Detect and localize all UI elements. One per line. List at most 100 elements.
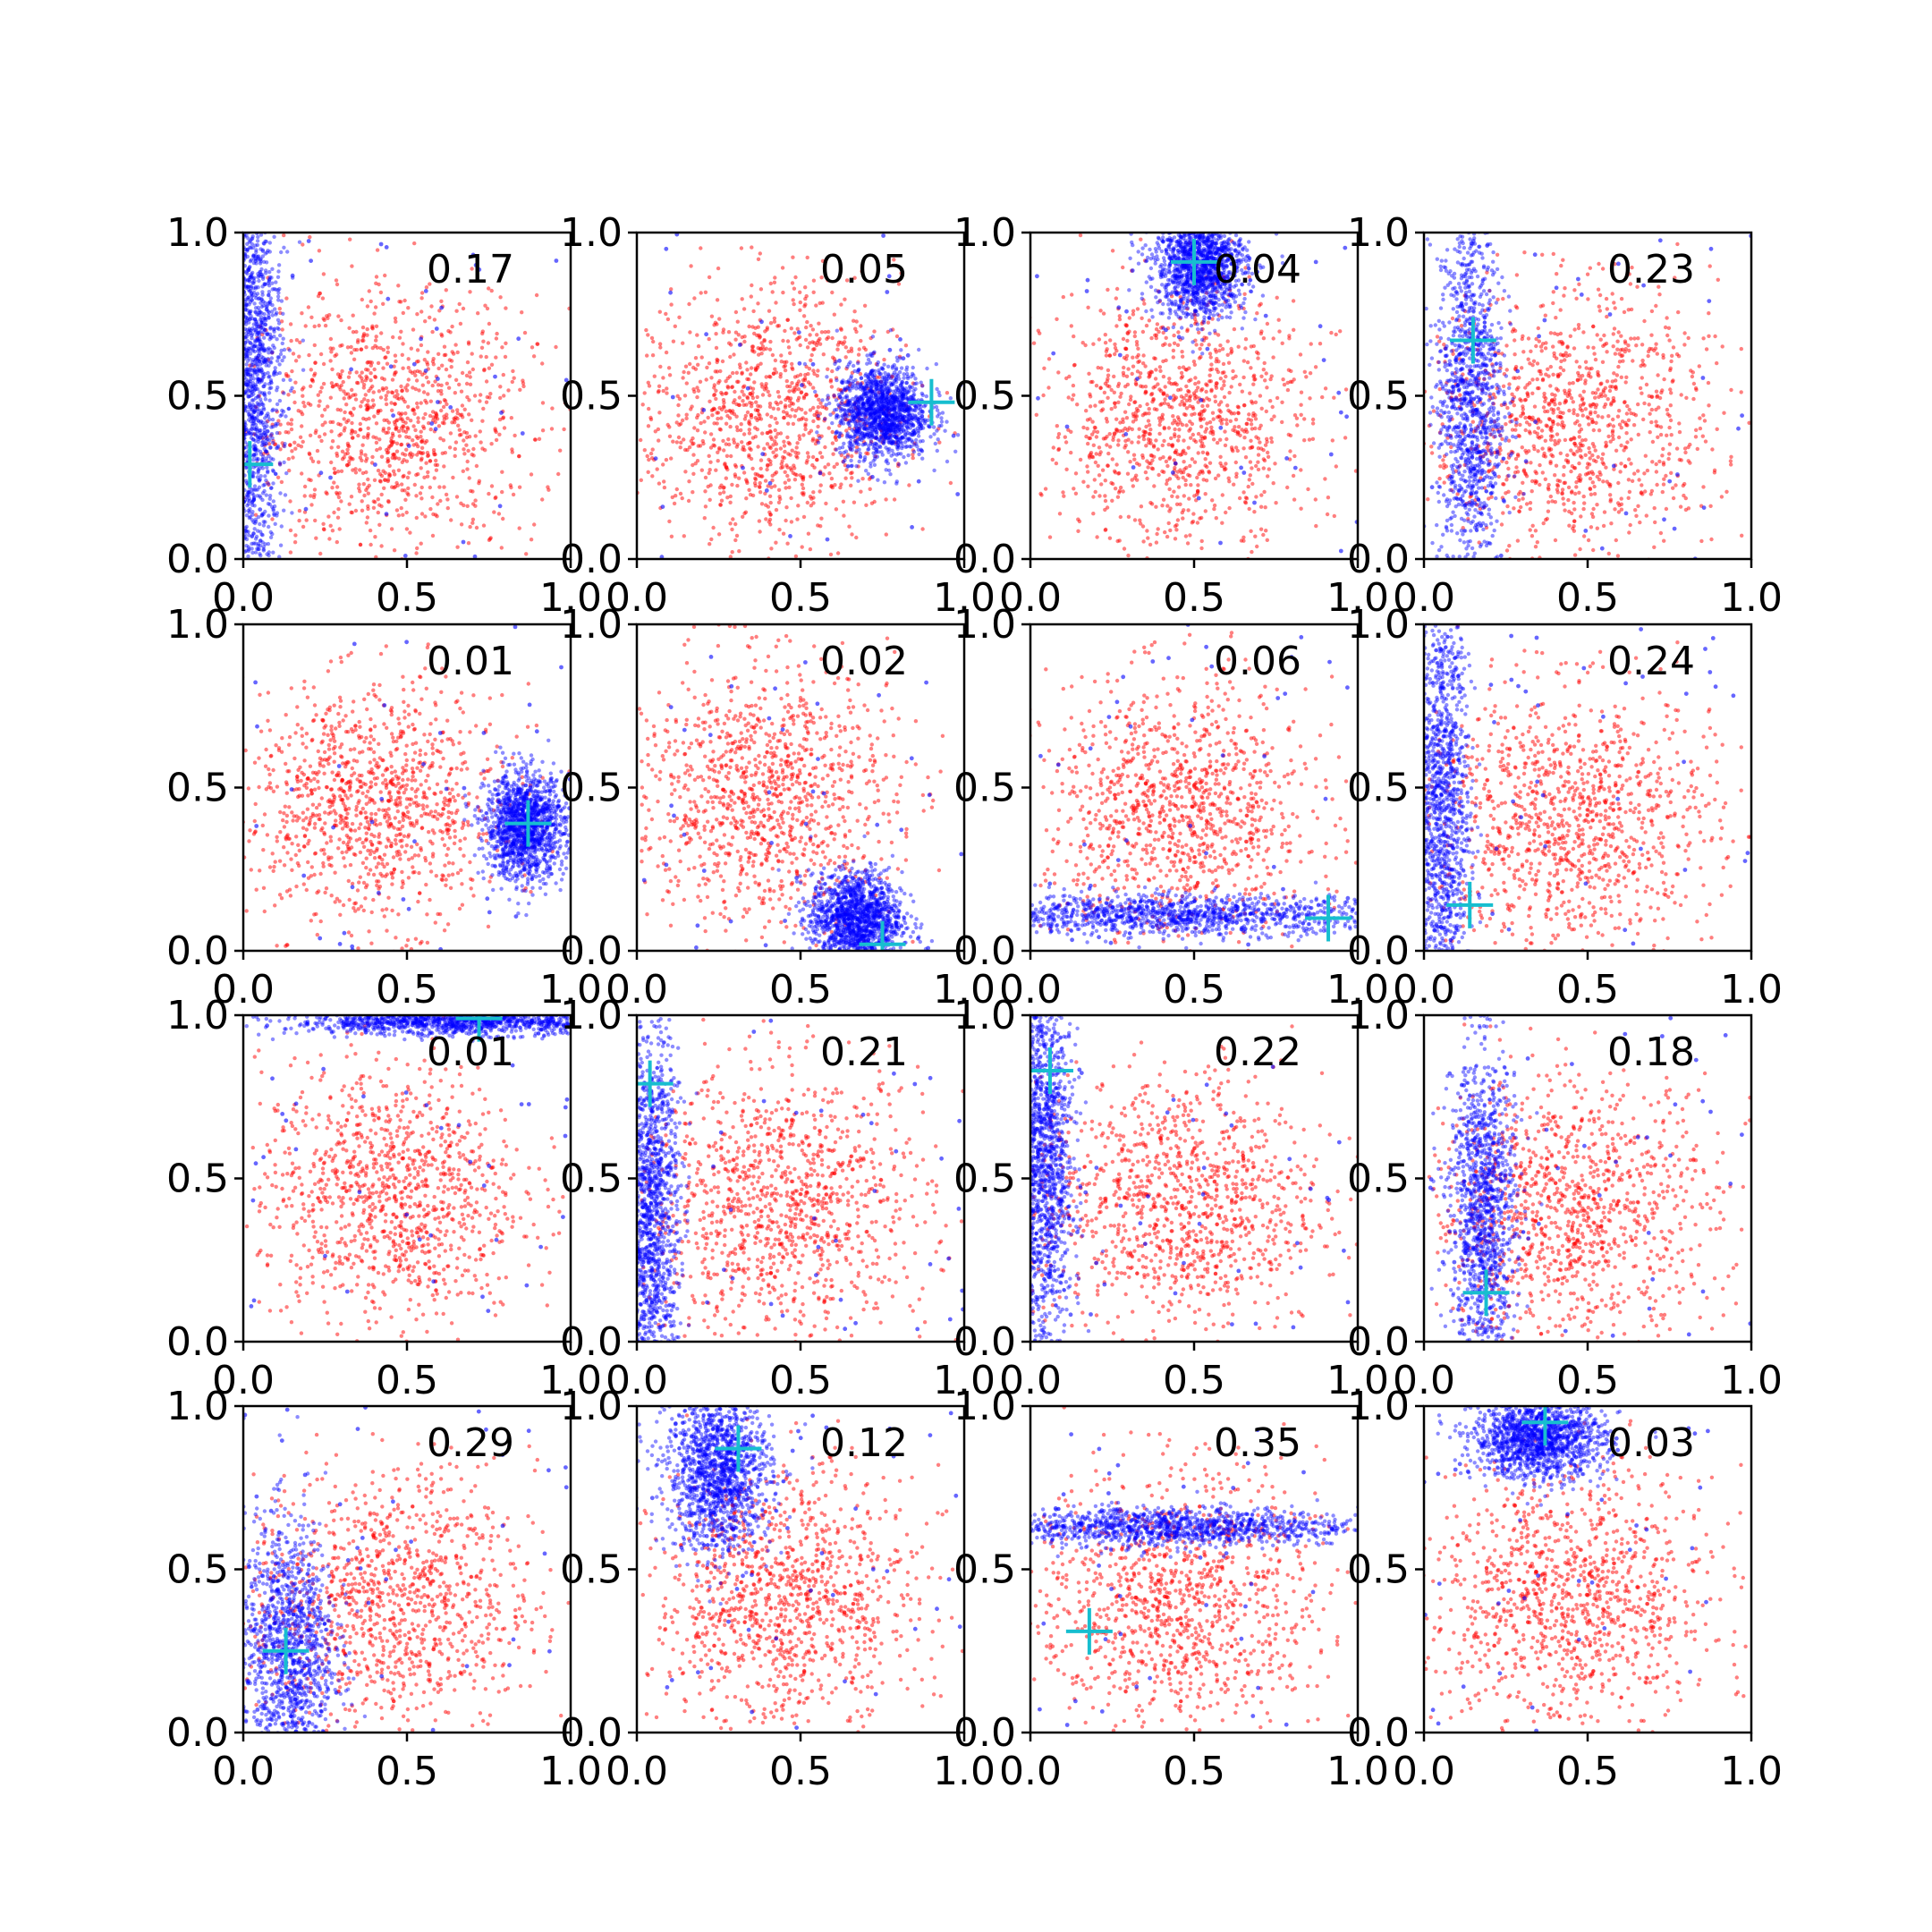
blue-point xyxy=(251,253,256,258)
blue-point xyxy=(275,359,280,363)
red-point xyxy=(1114,417,1119,421)
red-point xyxy=(354,329,359,335)
red-point xyxy=(293,380,298,385)
red-point xyxy=(277,462,283,466)
red-point xyxy=(487,538,492,542)
blue-point xyxy=(844,380,849,385)
red-point xyxy=(848,446,853,452)
blue-point xyxy=(861,427,866,431)
blue-point xyxy=(904,407,910,411)
red-point xyxy=(258,377,263,382)
blue-point xyxy=(255,242,260,248)
red-point xyxy=(702,516,707,521)
blue-point xyxy=(881,428,886,433)
red-point xyxy=(786,478,792,482)
blue-point xyxy=(266,429,270,434)
red-point xyxy=(1256,460,1260,464)
blue-point xyxy=(278,543,284,547)
blue-point xyxy=(258,342,263,347)
blue-point xyxy=(260,290,265,294)
red-point xyxy=(487,321,492,326)
blue-point xyxy=(271,481,275,486)
blue-point xyxy=(861,386,867,390)
blue-point xyxy=(906,408,911,413)
red-point xyxy=(468,382,473,386)
red-point xyxy=(377,471,383,477)
red-point xyxy=(1050,457,1055,462)
red-point xyxy=(394,389,399,394)
red-point xyxy=(733,464,739,469)
red-point xyxy=(1224,421,1229,426)
blue-point xyxy=(854,464,859,469)
blue-point xyxy=(869,413,873,418)
blue-point xyxy=(253,306,258,310)
red-point xyxy=(1161,497,1166,502)
blue-point xyxy=(898,399,903,403)
blue-point xyxy=(894,425,899,429)
blue-point xyxy=(281,311,285,316)
red-point xyxy=(786,421,791,426)
blue-point xyxy=(917,424,922,428)
red-point xyxy=(787,389,792,394)
red-point xyxy=(821,352,826,357)
red-point xyxy=(1091,512,1096,516)
blue-point xyxy=(874,397,879,402)
blue-point xyxy=(266,226,269,230)
blue-point xyxy=(881,433,886,437)
red-point xyxy=(445,505,450,511)
blue-point xyxy=(899,409,903,413)
blue-point xyxy=(898,427,902,432)
red-point xyxy=(763,491,767,496)
blue-point xyxy=(258,411,263,417)
red-point xyxy=(692,296,697,301)
red-point xyxy=(270,351,275,355)
blue-point xyxy=(261,520,266,524)
red-point xyxy=(703,475,708,480)
red-point xyxy=(792,286,797,291)
red-point xyxy=(321,361,326,367)
blue-point xyxy=(873,428,877,432)
blue-point xyxy=(885,379,889,384)
red-point xyxy=(834,507,839,512)
red-point xyxy=(513,433,517,438)
blue-point xyxy=(252,447,257,452)
red-point xyxy=(830,441,835,445)
red-point xyxy=(814,343,819,348)
blue-point xyxy=(894,419,900,423)
blue-point xyxy=(867,400,871,404)
red-point xyxy=(360,443,365,447)
blue-point xyxy=(243,341,248,345)
red-point xyxy=(324,490,328,495)
blue-point xyxy=(243,335,248,340)
red-point xyxy=(869,335,873,341)
red-point xyxy=(657,438,661,443)
red-point xyxy=(358,421,362,427)
red-point xyxy=(810,438,815,443)
red-point xyxy=(646,380,650,385)
blue-point xyxy=(848,360,852,365)
red-point xyxy=(509,416,513,420)
red-point xyxy=(350,429,355,434)
blue-point xyxy=(914,404,919,409)
blue-point xyxy=(258,496,263,500)
red-point xyxy=(883,419,887,424)
red-point xyxy=(440,363,445,368)
red-point xyxy=(495,331,499,336)
red-point xyxy=(258,324,263,329)
blue-point xyxy=(244,331,249,335)
blue-point xyxy=(937,424,942,428)
red-point xyxy=(751,309,756,314)
red-point xyxy=(331,346,335,351)
blue-point xyxy=(897,428,902,433)
red-point xyxy=(359,347,364,352)
blue-point xyxy=(869,407,874,411)
red-point xyxy=(252,364,257,369)
blue-point xyxy=(890,395,895,401)
blue-point xyxy=(886,450,891,454)
red-point xyxy=(389,401,394,405)
blue-point xyxy=(873,387,877,392)
blue-point xyxy=(256,353,261,358)
red-point xyxy=(364,521,369,525)
red-point xyxy=(785,339,791,343)
blue-point xyxy=(262,482,267,487)
